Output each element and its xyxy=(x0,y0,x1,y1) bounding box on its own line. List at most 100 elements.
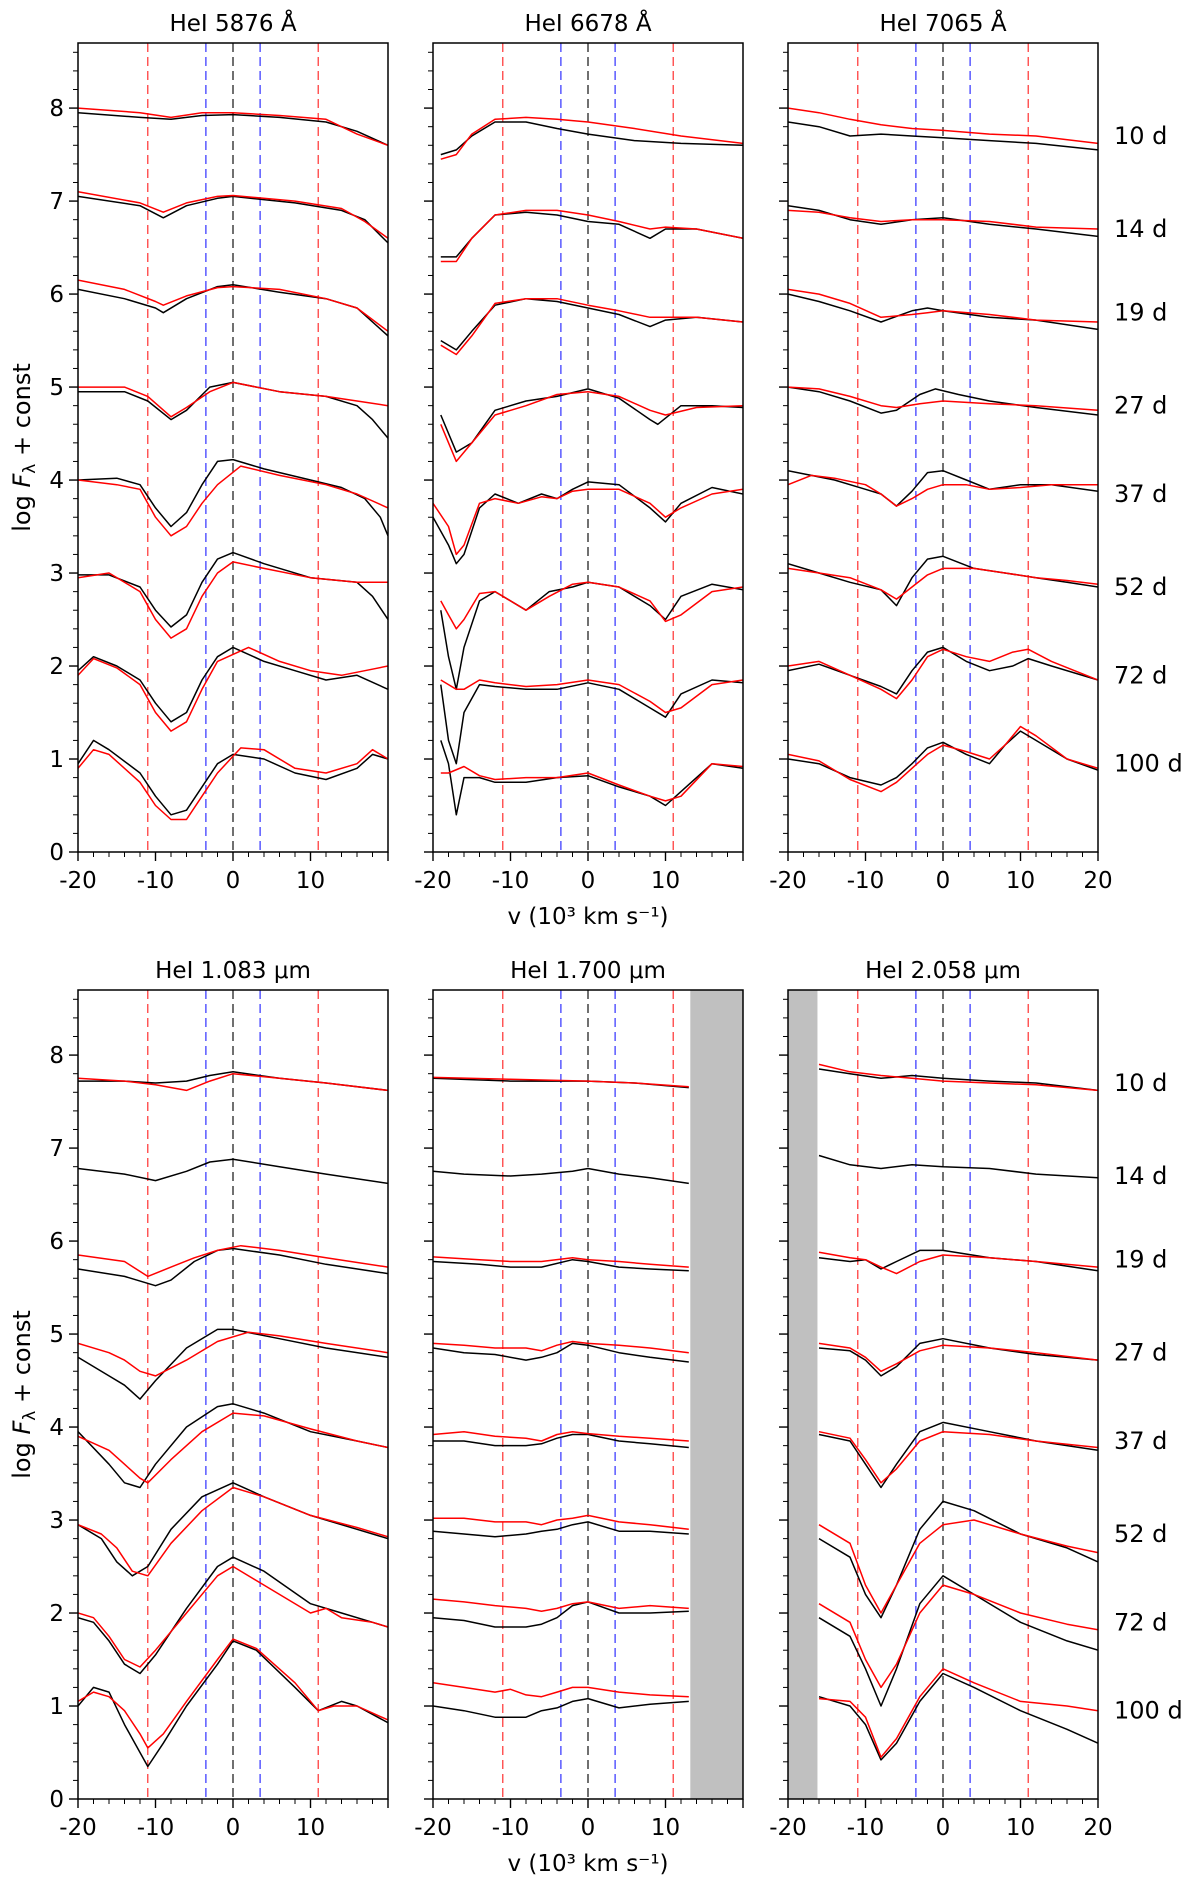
spectrum-line-red-37d xyxy=(433,1430,689,1442)
spectrum-line-black-14d xyxy=(433,1167,689,1185)
panel-6: -20 -10 0 10 20 HeI 2.058 μm xyxy=(769,958,1112,1841)
spectrum-line-black-72d xyxy=(433,1601,689,1628)
x-tick-label: -10 xyxy=(137,868,175,894)
y-tick-label: 4 xyxy=(49,1415,64,1441)
spectrum-line-black-52d xyxy=(433,1521,689,1538)
spectrum-line-red-19d xyxy=(433,1256,689,1268)
panel-title: HeI 7065 Å xyxy=(879,9,1006,37)
spectrum-line-red-19d xyxy=(78,279,388,332)
panel-1: 0 1 2 3 4 5 6 7 8 -20 -10 0 10 HeI 5876 Å log Fλ + con… xyxy=(8,9,389,894)
spectrum-line-black-100d xyxy=(433,1697,689,1718)
spectrum-line-red-14d xyxy=(78,191,388,239)
spectrum-line-black-100d xyxy=(818,1672,1098,1761)
spectrum-line-red-10d xyxy=(78,1072,388,1092)
spectrum-line-red-27d xyxy=(440,390,743,463)
spectrum-line-red-72d xyxy=(440,679,743,714)
spectrum-line-red-100d xyxy=(440,762,743,802)
x-tick-label: 0 xyxy=(936,1815,951,1841)
x-tick-label: 10 xyxy=(651,1815,680,1841)
y-tick-label: 2 xyxy=(49,654,64,680)
spectrum-line-red-37d xyxy=(78,465,388,537)
spectrum-line-red-27d xyxy=(78,1331,388,1377)
panel-title: HeI 5876 Å xyxy=(169,9,296,37)
y-tick-label: 3 xyxy=(49,561,64,587)
spectrum-line-black-72d xyxy=(78,646,388,723)
y-tick-label: 0 xyxy=(49,840,64,866)
epoch-label: 37 d xyxy=(1114,480,1167,508)
spectrum-line-black-19d xyxy=(440,297,743,351)
spectrum-line-black-37d xyxy=(78,1403,388,1489)
spectrum-line-red-27d xyxy=(78,381,388,418)
y-tick-label: 1 xyxy=(49,1694,64,1720)
spectrum-line-black-100d xyxy=(78,1640,388,1768)
spectrum-line-black-37d xyxy=(818,1421,1098,1489)
x-tick-label: 0 xyxy=(226,868,241,894)
panel-title: HeI 2.058 μm xyxy=(865,958,1021,984)
y-axis-label: log Fλ + const xyxy=(8,363,40,531)
y-tick-label: 5 xyxy=(49,1322,64,1348)
spectrum-line-red-100d xyxy=(78,1638,388,1749)
epoch-label: 72 d xyxy=(1114,661,1167,689)
x-tick-label: -20 xyxy=(769,1815,807,1841)
x-tick-label: -20 xyxy=(414,868,452,894)
spectrum-line-red-14d xyxy=(440,209,743,263)
spectrum-line-black-37d xyxy=(788,469,1098,507)
panel-2: -20 -10 0 10 HeI 6678 Å v (10³ km s⁻¹) xyxy=(414,9,744,930)
spectrum-line-red-10d xyxy=(433,1076,689,1088)
spectrum-line-red-72d xyxy=(818,1584,1098,1689)
y-tick-label: 4 xyxy=(49,468,64,494)
epoch-label: 100 d xyxy=(1114,1697,1183,1725)
spectrum-line-black-72d xyxy=(440,679,743,765)
epoch-label: 52 d xyxy=(1114,1520,1167,1548)
y-tick-label: 2 xyxy=(49,1601,64,1627)
spectrum-line-black-72d xyxy=(78,1556,388,1675)
spectrum-line-red-27d xyxy=(433,1340,689,1354)
spectrum-line-black-72d xyxy=(818,1575,1098,1707)
x-tick-label: 20 xyxy=(1083,868,1112,894)
spectrum-line-red-100d xyxy=(433,1682,689,1698)
spectrum-line-black-19d xyxy=(78,1247,388,1287)
spectrum-line-black-72d xyxy=(788,646,1098,695)
spectrum-line-red-100d xyxy=(788,725,1098,793)
spectrum-line-black-14d xyxy=(78,1158,388,1185)
spectrum-line-red-10d xyxy=(788,107,1098,145)
spectrum-line-red-37d xyxy=(433,488,743,556)
panel-5: -20 -10 0 10 HeI 1.700 μm v (10³ km s⁻¹) xyxy=(414,958,744,1877)
epoch-label: 37 d xyxy=(1114,1427,1167,1455)
epoch-label: 72 d xyxy=(1114,1608,1167,1636)
spectrum-line-black-10d xyxy=(440,121,743,156)
spectrum-line-red-52d xyxy=(78,1486,388,1577)
panel-4: 0 1 2 3 4 5 6 7 8 -20 -10 0 10 HeI 1.083 μm log Fλ + c… xyxy=(8,958,389,1841)
x-tick-label: -10 xyxy=(847,1815,885,1841)
epoch-label: 27 d xyxy=(1114,392,1167,420)
x-tick-label: 10 xyxy=(651,868,680,894)
spectrum-line-red-27d xyxy=(818,1342,1098,1373)
spectrum-line-red-10d xyxy=(818,1063,1098,1092)
panel-3: -20 -10 0 10 20 HeI 7065 Å xyxy=(769,9,1112,894)
epoch-label: 14 d xyxy=(1114,215,1167,243)
spectrum-line-black-52d xyxy=(440,581,743,691)
x-tick-label: -20 xyxy=(59,1815,97,1841)
spectrum-line-black-10d xyxy=(818,1068,1098,1092)
masked-region xyxy=(788,990,818,1799)
y-tick-label: 7 xyxy=(49,189,64,215)
y-tick-label: 8 xyxy=(49,1043,64,1069)
spectrum-line-red-52d xyxy=(440,581,743,630)
spectrum-line-red-37d xyxy=(818,1430,1098,1484)
spectrum-line-red-52d xyxy=(78,561,388,639)
x-tick-label: -20 xyxy=(59,868,97,894)
epoch-label: 14 d xyxy=(1114,1162,1167,1190)
spectrum-line-red-100d xyxy=(818,1668,1098,1758)
spectrum-line-red-72d xyxy=(433,1598,689,1612)
y-tick-label: 1 xyxy=(49,747,64,773)
spectrum-line-black-27d xyxy=(78,1328,388,1400)
spectrum-line-black-100d xyxy=(78,739,388,816)
spectrum-line-black-27d xyxy=(440,388,743,453)
spectrum-line-red-37d xyxy=(788,474,1098,507)
x-tick-label: 0 xyxy=(581,868,596,894)
spectrum-line-red-72d xyxy=(788,648,1098,700)
x-tick-label: 0 xyxy=(581,1815,596,1841)
spectrum-line-red-37d xyxy=(78,1412,388,1484)
y-tick-label: 7 xyxy=(49,1136,64,1162)
spectrum-line-red-19d xyxy=(78,1244,388,1278)
